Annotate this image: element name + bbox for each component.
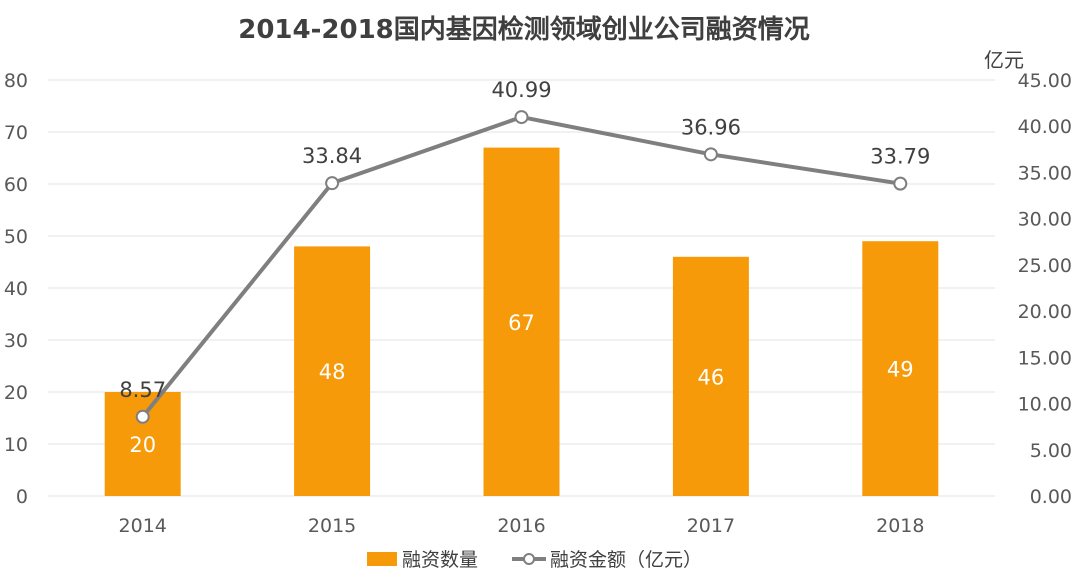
legend-marker-line	[523, 553, 535, 565]
right-tick-label: 5.00	[1030, 440, 1072, 462]
bar	[862, 241, 939, 496]
line-data-label: 33.79	[870, 145, 930, 169]
left-tick-label: 50	[4, 226, 28, 248]
right-tick-label: 45.00	[1018, 70, 1072, 92]
legend: 融资数量 融资金额（亿元）	[367, 549, 702, 571]
right-axis-unit: 亿元	[984, 48, 1024, 72]
bar	[672, 256, 749, 496]
chart-title: 2014-2018国内基因检测领域创业公司融资情况	[238, 14, 810, 45]
line-data-label: 8.57	[119, 378, 166, 402]
x-tick-label: 2015	[308, 515, 356, 537]
line-data-label: 36.96	[681, 115, 741, 139]
left-tick-label: 20	[4, 382, 28, 404]
bar-data-label: 49	[887, 358, 914, 382]
bar	[483, 147, 560, 496]
right-tick-label: 40.00	[1018, 116, 1072, 138]
right-tick-label: 30.00	[1018, 209, 1072, 231]
bar	[294, 246, 371, 496]
line-series: 8.57 33.84 40.99 36.96 33.79	[119, 78, 930, 424]
line-data-label: 40.99	[491, 78, 551, 102]
x-tick-label: 2016	[497, 515, 545, 537]
left-tick-label: 60	[4, 174, 28, 196]
bar-data-label: 48	[319, 360, 346, 384]
right-axis-ticks: 0.00 5.00 10.00 15.00 20.00 25.00 30.00 35.00 40…	[1018, 70, 1072, 508]
line-point	[703, 147, 718, 162]
x-tick-label: 2014	[119, 515, 167, 537]
right-tick-label: 15.00	[1018, 347, 1072, 369]
right-tick-label: 25.00	[1018, 255, 1072, 277]
right-tick-label: 20.00	[1018, 301, 1072, 323]
right-tick-label: 0.00	[1030, 486, 1072, 508]
bar	[104, 392, 181, 496]
left-tick-label: 0	[16, 486, 28, 508]
left-tick-label: 10	[4, 434, 28, 456]
line-data-label: 33.84	[302, 144, 362, 168]
line-point	[325, 176, 340, 191]
x-tick-label: 2018	[876, 515, 924, 537]
right-tick-label: 35.00	[1018, 162, 1072, 184]
left-tick-label: 80	[4, 70, 28, 92]
legend-label-bar: 融资数量	[402, 549, 478, 571]
legend-label-line: 融资金额（亿元）	[550, 549, 702, 571]
bar-data-label: 46	[698, 365, 725, 389]
x-tick-label: 2017	[687, 515, 735, 537]
left-tick-label: 30	[4, 330, 28, 352]
bar-data-label: 67	[508, 311, 535, 335]
legend-swatch-bar	[367, 552, 397, 566]
right-tick-label: 10.00	[1018, 394, 1072, 416]
bar-series: 20 48 67 46 49	[104, 147, 939, 496]
line-point	[893, 176, 908, 191]
left-axis-ticks: 0 10 20 30 40 50 60 70 80	[4, 70, 28, 508]
left-tick-label: 40	[4, 278, 28, 300]
bar-data-label: 20	[129, 433, 156, 457]
line-point	[514, 110, 529, 125]
line-point	[135, 409, 150, 424]
x-axis-ticks: 2014 2015 2016 2017 2018	[119, 515, 925, 537]
left-tick-label: 70	[4, 122, 28, 144]
